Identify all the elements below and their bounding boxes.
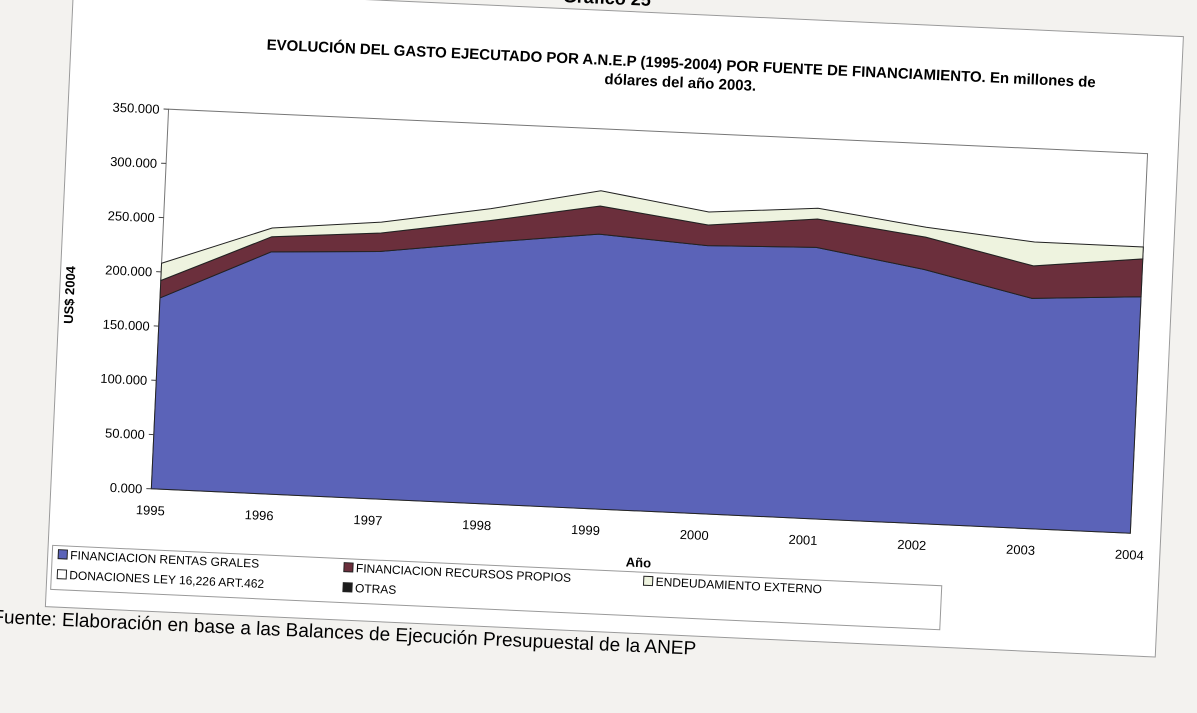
x-tick-label: 1999 xyxy=(571,522,601,538)
y-tick-label: 0.000 xyxy=(109,480,142,496)
legend-swatch-3 xyxy=(57,570,66,579)
y-tick-label: 300.000 xyxy=(110,154,158,171)
y-tick-label: 200.000 xyxy=(105,262,153,279)
footnote-ref: 26 xyxy=(651,0,665,3)
y-axis-title: US$ 2004 xyxy=(61,265,79,324)
x-tick-label: 1998 xyxy=(462,517,492,533)
x-tick-label: 1997 xyxy=(353,512,383,528)
x-tick-label: 1996 xyxy=(244,507,274,523)
area-chart: 0.000 50.000 100.000 150.000 200.000 250.000 3… xyxy=(46,0,1183,657)
x-axis-title: Año xyxy=(626,554,652,570)
x-tick-label: 2002 xyxy=(897,537,927,553)
y-tick-label: 50.000 xyxy=(105,425,145,442)
y-tick-label: 350.000 xyxy=(112,100,160,117)
x-tick-label: 2001 xyxy=(788,532,818,548)
legend-swatch-0 xyxy=(58,550,67,559)
y-tick-label: 150.000 xyxy=(102,317,150,334)
x-tick-label: 2000 xyxy=(679,527,709,543)
y-tick-label: 100.000 xyxy=(100,371,148,388)
x-tick-label: 2004 xyxy=(1115,547,1145,563)
legend-swatch-2 xyxy=(643,576,652,585)
legend-swatch-4 xyxy=(343,583,352,592)
legend-label-4: OTRAS xyxy=(355,581,397,597)
chart-frame: EVOLUCIÓN DEL GASTO EJECUTADO POR A.N.E.… xyxy=(45,0,1184,658)
y-tick-label: 250.000 xyxy=(107,208,155,225)
x-tick-label: 2003 xyxy=(1006,542,1036,558)
legend-swatch-1 xyxy=(344,563,353,572)
x-tick-label: 1995 xyxy=(136,502,166,518)
